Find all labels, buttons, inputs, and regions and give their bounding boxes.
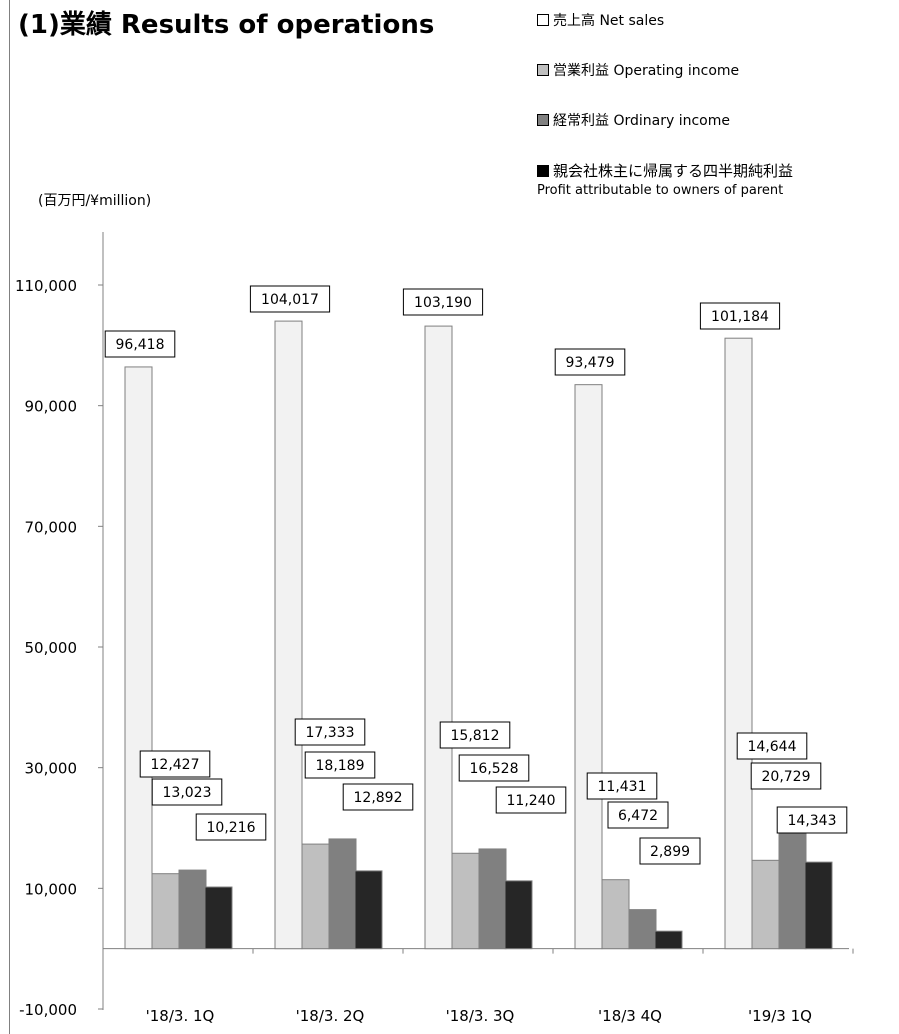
- legend-item-net-income: 親会社株主に帰属する四半期純利益: [537, 160, 793, 181]
- data-label-box: [104, 330, 176, 358]
- x-category-label: '18/3. 2Q: [296, 1007, 365, 1025]
- operating-income-bar: [601, 879, 630, 950]
- data-label-box: [402, 288, 484, 316]
- net-income-bar: [504, 880, 533, 950]
- legend-item-net-sales: 売上高 Net sales: [537, 10, 664, 30]
- data-label: 12,892: [354, 790, 403, 806]
- legend-swatch-operating-income: [537, 64, 549, 76]
- chart-title: (1)業績 Results of operations: [18, 10, 435, 40]
- data-label: 12,427: [151, 757, 200, 773]
- data-label: 15,812: [451, 728, 500, 744]
- operating-income-bar: [151, 873, 180, 950]
- data-label-box: [607, 801, 669, 829]
- data-label-box: [151, 778, 223, 806]
- data-label: 13,023: [163, 785, 212, 801]
- data-label: 96,418: [116, 337, 165, 353]
- legend-item-ordinary-income: 経常利益 Ordinary income: [537, 110, 730, 130]
- net-income-bar: [354, 870, 383, 950]
- data-label-box: [639, 837, 701, 865]
- y-tick-label: 70,000: [25, 518, 78, 536]
- x-category-label: '18/3. 3Q: [446, 1007, 515, 1025]
- x-category-label: '19/3 1Q: [748, 1007, 812, 1025]
- net-income-bar: [804, 861, 833, 950]
- data-label-box: [586, 772, 658, 800]
- data-label: 11,431: [598, 779, 647, 795]
- data-label: 101,184: [711, 309, 769, 325]
- ordinary-income-bar: [328, 838, 357, 950]
- data-label: 14,644: [748, 739, 797, 755]
- data-label: 16,528: [470, 761, 519, 777]
- data-label-box: [736, 732, 808, 760]
- operating-income-bar: [751, 859, 780, 950]
- data-label: 20,729: [762, 769, 811, 785]
- data-label-box: [439, 721, 511, 749]
- operating-income-bar: [301, 843, 330, 950]
- operating-income-bar: [451, 852, 480, 950]
- y-tick-label: 30,000: [25, 760, 78, 778]
- data-label-box: [458, 754, 530, 782]
- legend-label-ordinary-income: 経常利益 Ordinary income: [553, 113, 730, 129]
- data-label: 2,899: [650, 844, 690, 860]
- data-label-box: [249, 285, 331, 313]
- data-label: 93,479: [566, 355, 615, 371]
- data-label-box: [776, 806, 848, 834]
- data-label-box: [699, 302, 781, 330]
- data-label-box: [294, 718, 366, 746]
- legend-item-operating-income: 営業利益 Operating income: [537, 60, 739, 80]
- x-category-label: '18/3 4Q: [598, 1007, 662, 1025]
- data-label-box: [304, 751, 376, 779]
- data-label: 14,343: [788, 813, 837, 829]
- net-income-bar: [204, 886, 233, 950]
- y-tick-label: 90,000: [25, 398, 78, 416]
- frame-border: [9, 0, 10, 1034]
- legend-swatch-net-sales: [537, 14, 549, 26]
- x-category-label: '18/3. 1Q: [146, 1007, 215, 1025]
- data-label: 103,190: [414, 295, 472, 311]
- net-sales-bar: [424, 325, 453, 950]
- y-unit-label: (百万円/¥million): [38, 193, 152, 209]
- data-label-box: [750, 762, 822, 790]
- data-label-box: [195, 813, 267, 841]
- legend-swatch-net-income: [537, 164, 549, 177]
- net-sales-bar: [574, 384, 603, 950]
- data-label-box: [342, 783, 414, 811]
- data-label-box: [495, 786, 567, 814]
- data-label: 18,189: [316, 758, 365, 774]
- legend-label-net-income: 親会社株主に帰属する四半期純利益: [553, 162, 794, 180]
- net-sales-bar: [724, 337, 753, 950]
- legend-label-net-sales: 売上高 Net sales: [553, 13, 665, 29]
- legend-sublabel-net-income: Profit attributable to owners of parent: [537, 183, 784, 198]
- ordinary-income-bar: [478, 848, 507, 950]
- y-tick-label: 110,000: [15, 277, 77, 295]
- y-tick-label: -10,000: [19, 1001, 77, 1019]
- ordinary-income-bar: [778, 823, 807, 950]
- y-tick-label: 50,000: [25, 639, 78, 657]
- ordinary-income-bar: [628, 909, 657, 950]
- data-label: 10,216: [207, 820, 256, 836]
- data-label-box: [554, 348, 626, 376]
- data-label: 104,017: [261, 292, 319, 308]
- data-label: 6,472: [618, 808, 658, 824]
- net-sales-bar: [274, 320, 303, 950]
- y-tick-label: 10,000: [25, 880, 78, 898]
- legend-swatch-ordinary-income: [537, 114, 549, 126]
- net-income-bar: [654, 930, 683, 950]
- ordinary-income-bar: [178, 869, 207, 950]
- legend-label-operating-income: 営業利益 Operating income: [553, 63, 740, 79]
- data-label-box: [139, 750, 211, 778]
- data-label: 11,240: [507, 793, 556, 809]
- data-label: 17,333: [306, 725, 355, 741]
- net-sales-bar: [124, 366, 153, 950]
